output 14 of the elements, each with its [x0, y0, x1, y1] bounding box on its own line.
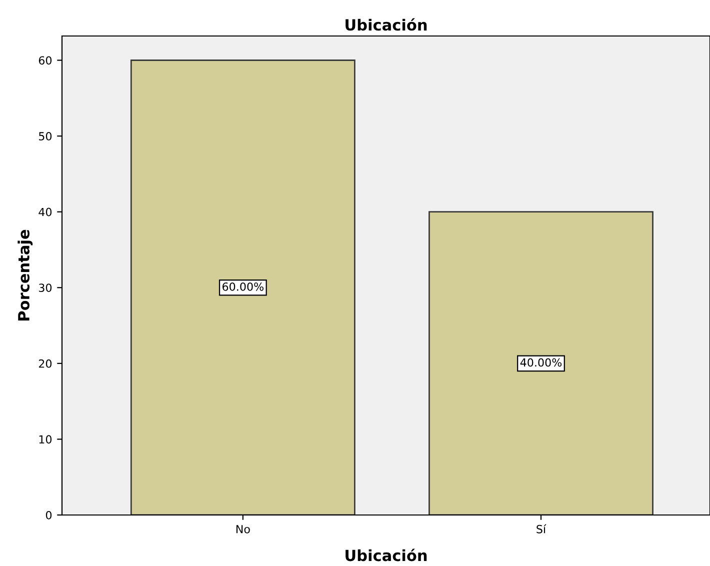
x-tick-label: No [236, 525, 250, 534]
y-tick-label: 40 [38, 208, 52, 216]
y-tick-label: 30 [38, 284, 52, 292]
y-tick-label: 20 [38, 359, 52, 368]
x-tick-label: Sí [536, 524, 546, 534]
data-label: 60.00% [222, 282, 264, 291]
x-axis-title: Ubicación [346, 548, 427, 562]
y-tick-label: 60 [38, 56, 52, 65]
y-tick-label: 50 [38, 132, 52, 140]
y-axis-title: Porcentaje [18, 230, 33, 320]
data-label: 40.00% [520, 358, 562, 367]
y-tick-label: 0 [46, 510, 52, 520]
y-tick-label: 10 [39, 435, 52, 444]
chart-title: Ubicación [346, 18, 427, 31]
